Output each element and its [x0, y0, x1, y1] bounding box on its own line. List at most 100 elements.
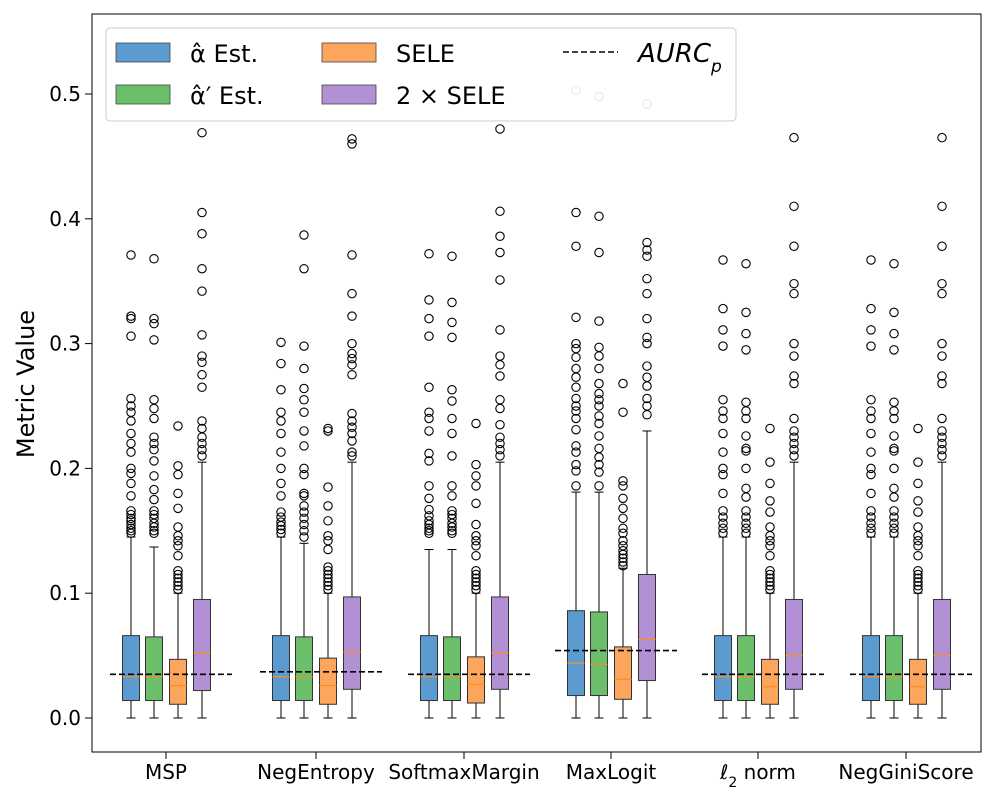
outlier-point	[594, 211, 604, 222]
legend: α̂ Est. α̂′ Est. SELE 2 × SELE AURCp	[105, 27, 737, 122]
outlier-point	[594, 401, 604, 411]
outlier-point	[889, 397, 899, 408]
outlier-point	[299, 469, 309, 480]
outlier-point	[173, 522, 183, 532]
outlier-point	[495, 432, 505, 442]
outlier-point	[571, 441, 581, 451]
outlier-point	[765, 584, 775, 595]
box-iqr	[909, 658, 927, 705]
outlier-point	[571, 466, 581, 476]
outlier-point	[571, 424, 581, 435]
outlier-point	[913, 531, 923, 541]
outlier-point	[197, 438, 207, 449]
outlier-point	[149, 253, 159, 264]
box-sele-softmaxmargin	[467, 418, 485, 719]
outlier-point	[126, 416, 136, 426]
box-est-softmaxmargin	[443, 251, 461, 719]
outlier-point	[889, 258, 899, 269]
outlier-point	[347, 422, 357, 432]
outlier-point	[347, 408, 357, 419]
outlier-point	[299, 441, 309, 451]
outlier-point	[495, 247, 505, 258]
box-2-sele-msp	[193, 127, 211, 719]
outlier-point	[149, 528, 159, 539]
outlier-point	[789, 201, 799, 212]
outlier-point	[913, 423, 923, 434]
outlier-point	[866, 406, 876, 416]
box-2-sele-2-norm	[785, 132, 803, 719]
outlier-point	[718, 395, 728, 405]
outlier-point	[447, 332, 457, 343]
outlier-point	[866, 518, 876, 529]
outlier-point	[149, 432, 159, 442]
outlier-point	[889, 345, 899, 355]
outlier-point	[937, 278, 947, 289]
outlier-point	[937, 438, 947, 449]
outlier-point	[299, 395, 309, 405]
outlier-point	[913, 565, 923, 576]
outlier-point	[197, 351, 207, 361]
outlier-point	[495, 444, 505, 455]
legend-item-est: α̂′ Est.	[115, 82, 264, 110]
outlier-point	[149, 484, 159, 495]
outlier-point	[866, 303, 876, 314]
outlier-point	[765, 580, 775, 591]
outlier-point	[149, 526, 159, 536]
outlier-point	[126, 523, 136, 534]
outlier-point	[495, 124, 505, 134]
outlier-point	[197, 263, 207, 274]
y-tick-label: 0.5	[49, 82, 81, 106]
outlier-point	[424, 413, 434, 424]
outlier-point	[571, 401, 581, 411]
box-iqr	[785, 598, 803, 690]
outlier-point	[789, 444, 799, 455]
outlier-point	[889, 518, 899, 529]
outlier-point	[718, 406, 728, 416]
outlier-point	[424, 493, 434, 504]
box-iqr	[761, 658, 779, 705]
outlier-point	[594, 418, 604, 429]
x-tick-label: ℓ2 norm	[719, 760, 796, 791]
outlier-point	[126, 447, 136, 457]
x-tick-label: NegGiniScore	[838, 760, 973, 784]
outlier-point	[618, 523, 628, 534]
outlier-point	[571, 352, 581, 363]
outlier-point	[471, 565, 481, 576]
outlier-point	[889, 483, 899, 494]
outlier-point	[471, 481, 481, 491]
box-est-msp	[145, 253, 163, 719]
outlier-point	[447, 451, 457, 461]
outlier-point	[276, 416, 286, 426]
outlier-point	[276, 528, 286, 539]
outlier-point	[889, 492, 899, 502]
box-2-sele-negginiscore	[933, 132, 951, 719]
box-2-sele-maxlogit	[638, 99, 656, 719]
outlier-point	[197, 451, 207, 461]
outlier-point	[889, 443, 899, 454]
outlier-point	[571, 481, 581, 491]
outlier-point	[149, 438, 159, 449]
outlier-point	[765, 573, 775, 583]
outlier-point	[126, 468, 136, 479]
outlier-point	[765, 536, 775, 546]
outlier-point	[299, 513, 309, 524]
outlier-point	[642, 372, 652, 383]
outlier-point	[347, 447, 357, 457]
outlier-point	[718, 341, 728, 351]
outlier-point	[642, 401, 652, 411]
outlier-point	[173, 503, 183, 514]
x-tick-label: MaxLogit	[566, 760, 657, 784]
outlier-point	[323, 584, 333, 595]
outlier-point	[937, 444, 947, 455]
legend-swatch	[321, 84, 377, 105]
outlier-point	[276, 512, 286, 522]
outlier-point	[571, 459, 581, 470]
outlier-point	[276, 407, 286, 417]
outlier-point	[913, 522, 923, 532]
legend-label: AURCp	[636, 39, 722, 77]
outlier-point	[149, 471, 159, 481]
outlier-point	[866, 523, 876, 534]
outlier-point	[495, 438, 505, 449]
outlier-point	[299, 507, 309, 517]
outlier-point	[424, 295, 434, 305]
